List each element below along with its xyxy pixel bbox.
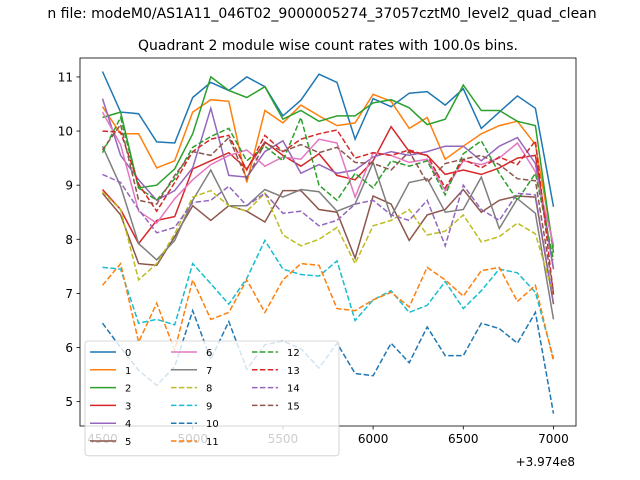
legend-label-13: 13	[287, 366, 300, 377]
series-line-15	[101, 122, 555, 293]
legend-label-0: 0	[125, 348, 131, 359]
legend-label-10: 10	[206, 419, 219, 430]
legend-label-2: 2	[125, 384, 131, 395]
series-line-3	[101, 125, 555, 270]
legend-label-9: 9	[206, 401, 212, 412]
series-line-9	[102, 238, 555, 359]
legend-label-14: 14	[287, 384, 300, 395]
x-offset-label: +3.974e8	[516, 455, 575, 469]
series-line-12	[101, 115, 555, 261]
figure-suptitle: n file: modeM0/AS1A11_046T02_9000005274_…	[47, 6, 596, 22]
series-line-11	[101, 261, 555, 362]
legend-label-12: 12	[287, 348, 300, 359]
legend-label-7: 7	[206, 366, 212, 377]
legend-frame	[84, 340, 340, 457]
y-tick-label: 11	[58, 70, 73, 84]
series-line-7	[101, 145, 555, 320]
y-tick-label: 10	[58, 125, 73, 139]
series-line-2	[102, 75, 555, 253]
legend-label-15: 15	[287, 401, 300, 412]
series-line-1	[101, 93, 555, 248]
series-line-6	[101, 111, 555, 245]
y-tick-label: 8	[65, 233, 73, 247]
legend-label-11: 11	[206, 437, 219, 448]
legend-label-1: 1	[125, 366, 131, 377]
series-line-4	[101, 98, 555, 270]
x-tick-label: 7000	[538, 432, 569, 446]
series-line-13	[102, 129, 555, 295]
plot-lines	[101, 71, 555, 414]
y-tick-label: 9	[65, 179, 73, 193]
chart-title: Quadrant 2 module wise count rates with …	[138, 38, 518, 54]
x-tick-label: 6000	[358, 432, 389, 446]
series-line-14	[102, 173, 555, 304]
y-tick-label: 5	[65, 395, 73, 409]
series-line-0	[101, 71, 555, 207]
y-tick-label: 7	[65, 287, 73, 301]
legend-label-3: 3	[125, 401, 131, 412]
series-line-5	[101, 188, 555, 305]
series-line-8	[101, 189, 555, 295]
y-tick-label: 6	[65, 341, 73, 355]
x-tick-label: 6500	[448, 432, 479, 446]
y-axis: 5 6 7 8 9 10 11	[58, 70, 80, 409]
legend-label-6: 6	[206, 348, 212, 359]
legend-label-5: 5	[125, 437, 131, 448]
legend-label-8: 8	[206, 384, 212, 395]
legend-label-4: 4	[125, 419, 131, 430]
